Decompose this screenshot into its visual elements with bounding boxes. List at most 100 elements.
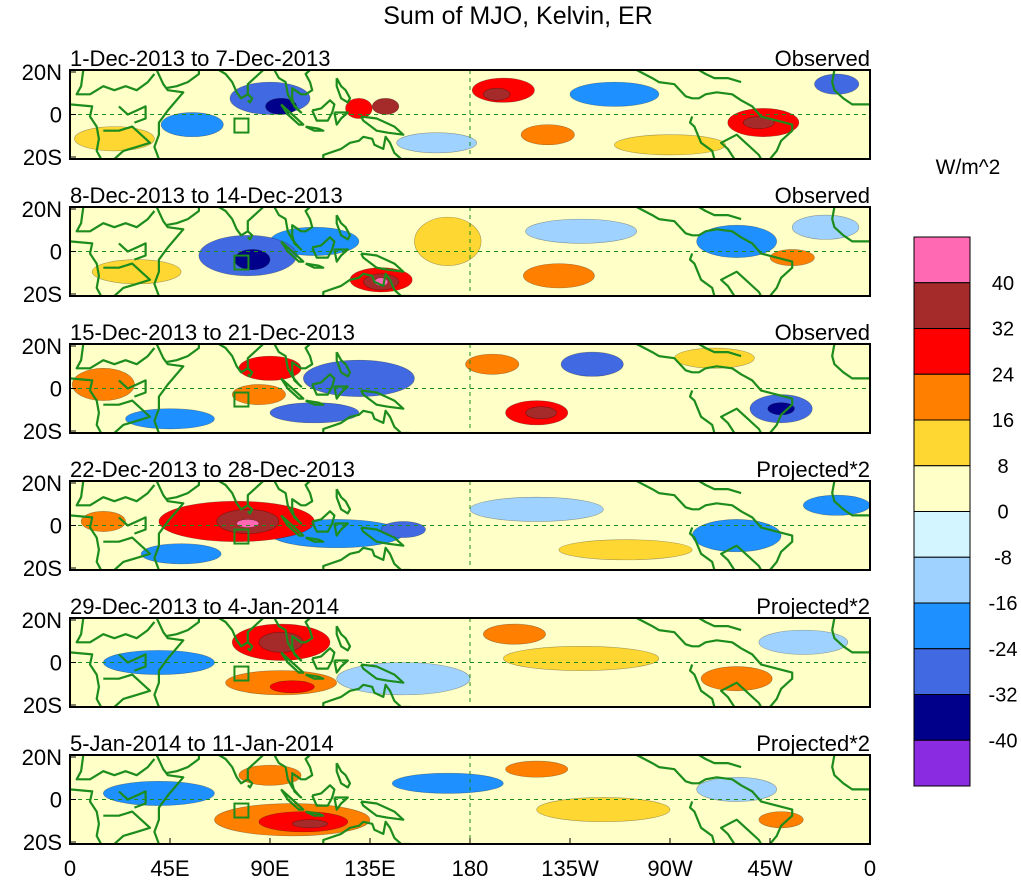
coastline xyxy=(153,481,185,570)
coastline xyxy=(218,70,265,100)
panel-field xyxy=(70,481,870,570)
index-box xyxy=(233,528,250,545)
negative-anomaly xyxy=(160,112,224,138)
colorbar-label: -32 xyxy=(989,685,1018,707)
coastline xyxy=(360,526,405,547)
coastline xyxy=(118,105,147,124)
negative-anomaly xyxy=(125,408,215,430)
positive-anomaly xyxy=(523,263,595,289)
lat-label: 0 xyxy=(50,788,62,813)
coastline xyxy=(273,70,314,114)
positive-anomaly xyxy=(536,797,671,823)
lat-label: 20S xyxy=(23,145,62,170)
negative-anomaly xyxy=(303,359,415,397)
lat-label: 20N xyxy=(22,745,62,770)
coastline xyxy=(322,683,402,707)
coastline xyxy=(273,344,314,388)
lat-label: 20N xyxy=(22,197,62,222)
negative-anomaly xyxy=(234,249,271,271)
positive-anomaly xyxy=(236,519,260,528)
coastline xyxy=(247,641,254,652)
coastline xyxy=(636,481,794,570)
index-box xyxy=(233,391,250,408)
coastline xyxy=(831,481,870,517)
coastline xyxy=(153,70,185,159)
positive-anomaly xyxy=(614,134,726,156)
coastline xyxy=(247,93,254,104)
coastline xyxy=(273,618,314,662)
coastline xyxy=(360,115,405,136)
positive-anomaly xyxy=(231,384,286,405)
panel-field xyxy=(70,344,870,433)
coastline xyxy=(698,70,742,84)
panel-date-range: 22-Dec-2013 to 28-Dec-2013 xyxy=(70,457,355,482)
coastline xyxy=(75,207,156,233)
colorbar-swatch xyxy=(913,511,971,558)
colorbar-label: -16 xyxy=(989,593,1018,615)
index-box xyxy=(233,117,250,134)
longitude-axis: 0 45E 90E 135E 180 135W 90W 45W 0 xyxy=(64,838,876,881)
colorbar-swatch xyxy=(913,465,971,512)
coastline xyxy=(165,207,200,227)
negative-anomaly xyxy=(391,772,504,794)
positive-anomaly xyxy=(414,216,482,266)
coastline xyxy=(305,125,325,132)
coastline xyxy=(688,253,716,296)
coastline xyxy=(103,399,152,433)
panel-type: Observed xyxy=(775,46,870,71)
coastline xyxy=(103,125,152,159)
coastline xyxy=(311,647,336,670)
colorbar-label: -8 xyxy=(994,547,1012,569)
coastline xyxy=(165,618,200,638)
positive-anomaly xyxy=(503,646,660,671)
colorbar-label: 32 xyxy=(992,319,1014,341)
negative-anomaly xyxy=(758,629,849,655)
panel-1: 20N 0 20S 1-Dec-2013 to 7-Dec-2013 Observed xyxy=(22,46,871,170)
coastline xyxy=(218,618,265,648)
coastline xyxy=(75,344,156,370)
colorbar-swatch xyxy=(913,419,971,467)
panel-type: Projected*2 xyxy=(756,594,870,619)
coastline xyxy=(165,481,200,501)
panel-date-range: 1-Dec-2013 to 7-Dec-2013 xyxy=(70,46,330,71)
lon-label: 45W xyxy=(747,856,792,881)
lat-label: 20S xyxy=(23,830,62,855)
coastline xyxy=(273,207,314,251)
positive-anomaly xyxy=(291,819,329,829)
coastline xyxy=(636,618,794,707)
coastline xyxy=(720,544,763,570)
colorbar: 40 32 24 16 8 0 -8 -16 -24 -32 -40 xyxy=(913,236,1018,787)
coastline xyxy=(720,133,763,159)
coastline xyxy=(165,344,200,364)
negative-anomaly xyxy=(140,543,222,565)
panel-6: 20N 0 20S 5-Jan-2014 to 11-Jan-2014 Projecte… xyxy=(22,731,871,855)
lat-label: 20S xyxy=(23,556,62,581)
lon-label: 135E xyxy=(344,856,395,881)
coastline xyxy=(333,111,349,126)
coastline xyxy=(305,810,325,817)
coastline xyxy=(118,516,147,535)
panel-4: 20N 0 20S 22-Dec-2013 to 28-Dec-2013 Project… xyxy=(22,457,871,581)
coastline xyxy=(720,407,763,433)
coastline xyxy=(333,248,349,263)
positive-anomaly xyxy=(269,680,315,694)
panel-field xyxy=(70,207,870,296)
coastline xyxy=(360,663,405,684)
coastline xyxy=(70,240,103,296)
coastline xyxy=(70,103,103,159)
negative-anomaly xyxy=(814,73,860,95)
lat-label: 20S xyxy=(23,693,62,718)
coastline xyxy=(322,272,402,296)
coastline xyxy=(218,755,265,785)
coastline xyxy=(305,262,325,269)
negative-anomaly xyxy=(767,402,795,416)
coastline xyxy=(247,367,254,378)
coastline xyxy=(273,481,314,525)
positive-anomaly xyxy=(258,631,304,653)
colorbar-swatch xyxy=(913,556,971,604)
lat-label: 0 xyxy=(50,651,62,676)
panel-type: Projected*2 xyxy=(756,731,870,756)
index-box xyxy=(233,254,250,271)
coastline xyxy=(698,481,742,495)
